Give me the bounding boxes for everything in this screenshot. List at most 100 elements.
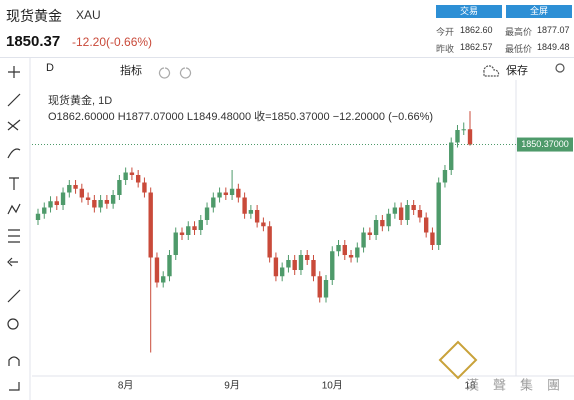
- divider: [0, 57, 574, 58]
- legend-title: 现货黄金, 1D: [48, 95, 113, 107]
- watermark-char: 團: [547, 377, 560, 392]
- candle-body: [79, 188, 85, 198]
- candle-body: [48, 201, 53, 208]
- candle-body: [242, 197, 247, 214]
- candle-body: [436, 182, 441, 245]
- candle-body: [254, 210, 260, 223]
- candle-body: [42, 207, 47, 214]
- stat-value: 1862.60: [460, 25, 493, 35]
- candle-body: [342, 245, 347, 255]
- instrument-name: 现货黄金: [6, 8, 62, 24]
- candle-body: [267, 226, 272, 258]
- candle-body: [117, 180, 122, 195]
- stat-value: 1849.48: [537, 42, 570, 52]
- candle-body: [273, 257, 279, 277]
- watermark-char: 漢: [466, 377, 479, 392]
- watermark-char: 聲: [493, 377, 506, 392]
- candle-body: [330, 251, 335, 280]
- candle-body: [423, 217, 429, 233]
- candle-body: [154, 257, 160, 283]
- candle-body: [248, 210, 254, 214]
- candle-body: [161, 276, 166, 283]
- candle-body: [298, 255, 304, 270]
- candle-body: [92, 200, 97, 208]
- last-price-tag: [517, 137, 573, 152]
- candle-body: [186, 226, 191, 235]
- candle-body: [236, 188, 241, 198]
- watermark-char: 集: [520, 377, 533, 392]
- candle-body: [455, 130, 460, 143]
- candle-body: [405, 205, 410, 220]
- candle-body: [261, 222, 266, 227]
- candle-body: [292, 260, 297, 270]
- candle-body: [348, 255, 354, 258]
- candle-body: [392, 207, 398, 214]
- interval-button[interactable]: D: [46, 62, 54, 74]
- candle-body: [192, 226, 197, 230]
- candle-body: [305, 255, 310, 260]
- candle-body: [142, 182, 147, 193]
- candle-body: [336, 245, 341, 252]
- x-tick-label: 8月: [118, 380, 134, 392]
- candle-body: [461, 129, 466, 131]
- candle-body: [129, 172, 135, 175]
- candle-body: [204, 207, 210, 220]
- candle-body: [211, 197, 216, 208]
- candle-body: [311, 260, 316, 277]
- candle-body: [217, 192, 222, 198]
- candle-body: [60, 192, 66, 205]
- stat-value: 1862.57: [460, 42, 493, 52]
- candle-body: [198, 220, 203, 230]
- x-tick-label: 18: [464, 381, 476, 392]
- logo-mark: [438, 340, 478, 380]
- stat-label: 昨收: [436, 44, 455, 54]
- candle-body: [35, 213, 41, 220]
- candle-body: [367, 232, 373, 235]
- tool-icons: [7, 63, 565, 391]
- x-tick-label: 9月: [224, 380, 240, 392]
- candle-body: [73, 185, 78, 189]
- candle-body: [373, 220, 379, 235]
- candle-body: [317, 276, 322, 298]
- indicators-button[interactable]: 指标: [120, 65, 142, 77]
- candle-body: [135, 175, 141, 183]
- candle-body: [98, 200, 103, 208]
- candle-body: [442, 170, 448, 183]
- candle-body: [417, 210, 423, 218]
- candle-body: [85, 197, 91, 200]
- candle-body: [355, 247, 360, 258]
- x-tick-label: 10月: [322, 380, 343, 392]
- candle-body: [386, 213, 391, 227]
- fullscreen-button[interactable]: 全屏: [506, 5, 572, 18]
- price-change: -12.20(-0.66%): [72, 35, 153, 49]
- candle-body: [279, 267, 285, 277]
- trade-button[interactable]: 交易: [436, 5, 502, 18]
- candle-body: [173, 232, 178, 255]
- plot-area: 8月 9月 10月 18 1850.37000: [32, 111, 573, 392]
- save-button[interactable]: 保存: [506, 65, 528, 77]
- stat-label: 最低价: [505, 44, 533, 54]
- last-price: 1850.37: [6, 33, 61, 50]
- candle-body: [123, 172, 128, 180]
- candle-body: [398, 207, 404, 220]
- last-price-label: 1850.37000: [521, 139, 569, 149]
- candle-body: [430, 232, 435, 245]
- candle-body: [104, 200, 110, 204]
- candle-body: [54, 201, 59, 205]
- candle-body: [411, 205, 416, 210]
- candle-body: [179, 232, 185, 235]
- stat-label: 最高价: [505, 27, 533, 37]
- candle-body: [110, 195, 116, 204]
- candle-body: [148, 192, 153, 258]
- stat-value: 1877.07: [537, 25, 570, 35]
- candle-body: [167, 255, 172, 277]
- legend-ohlc: O1862.60000 H1877.07000 L1849.48000 收=18…: [48, 111, 434, 123]
- candle-body: [229, 188, 235, 195]
- candle-body: [323, 280, 329, 298]
- candle-body: [361, 232, 366, 248]
- stat-label: 今开: [436, 27, 455, 37]
- candle-body: [67, 185, 72, 193]
- candle-body: [286, 260, 291, 268]
